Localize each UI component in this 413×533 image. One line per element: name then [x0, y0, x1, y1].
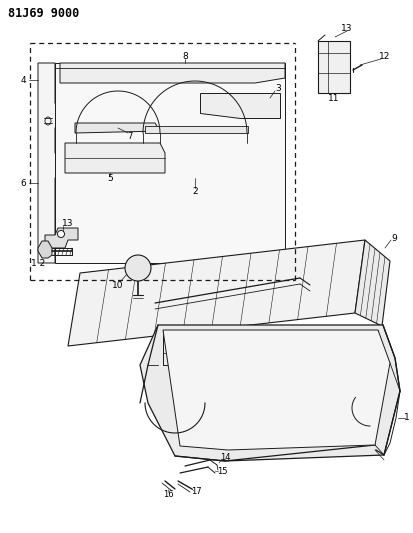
- Polygon shape: [45, 228, 78, 248]
- Polygon shape: [38, 241, 52, 258]
- Text: 13: 13: [62, 219, 74, 228]
- Text: 4: 4: [20, 76, 26, 85]
- Circle shape: [57, 230, 64, 238]
- Text: 12: 12: [378, 52, 390, 61]
- Polygon shape: [68, 240, 364, 346]
- Polygon shape: [140, 325, 399, 461]
- Text: 11: 11: [328, 93, 339, 102]
- Polygon shape: [60, 63, 284, 83]
- Polygon shape: [354, 240, 389, 326]
- Text: 1 2: 1 2: [31, 259, 45, 268]
- Text: 6: 6: [20, 179, 26, 188]
- Polygon shape: [38, 63, 65, 263]
- Text: 81J69 9000: 81J69 9000: [8, 7, 79, 20]
- Text: 5: 5: [107, 174, 113, 182]
- Text: 2: 2: [192, 187, 197, 196]
- Text: 16: 16: [162, 490, 173, 499]
- Text: 3: 3: [275, 84, 280, 93]
- Polygon shape: [55, 63, 284, 263]
- Text: 1: 1: [403, 414, 409, 423]
- Polygon shape: [163, 330, 389, 450]
- Text: 15: 15: [216, 466, 227, 475]
- Text: 10: 10: [112, 280, 123, 289]
- Text: 7: 7: [127, 132, 133, 141]
- Polygon shape: [65, 143, 165, 173]
- Text: 17: 17: [190, 488, 201, 497]
- Polygon shape: [75, 123, 159, 133]
- Text: 14: 14: [219, 453, 230, 462]
- Polygon shape: [145, 126, 247, 133]
- Text: 9: 9: [390, 233, 396, 243]
- Polygon shape: [317, 41, 349, 93]
- Circle shape: [125, 255, 151, 281]
- Polygon shape: [199, 93, 279, 118]
- Text: 8: 8: [182, 52, 188, 61]
- Text: 13: 13: [340, 23, 352, 33]
